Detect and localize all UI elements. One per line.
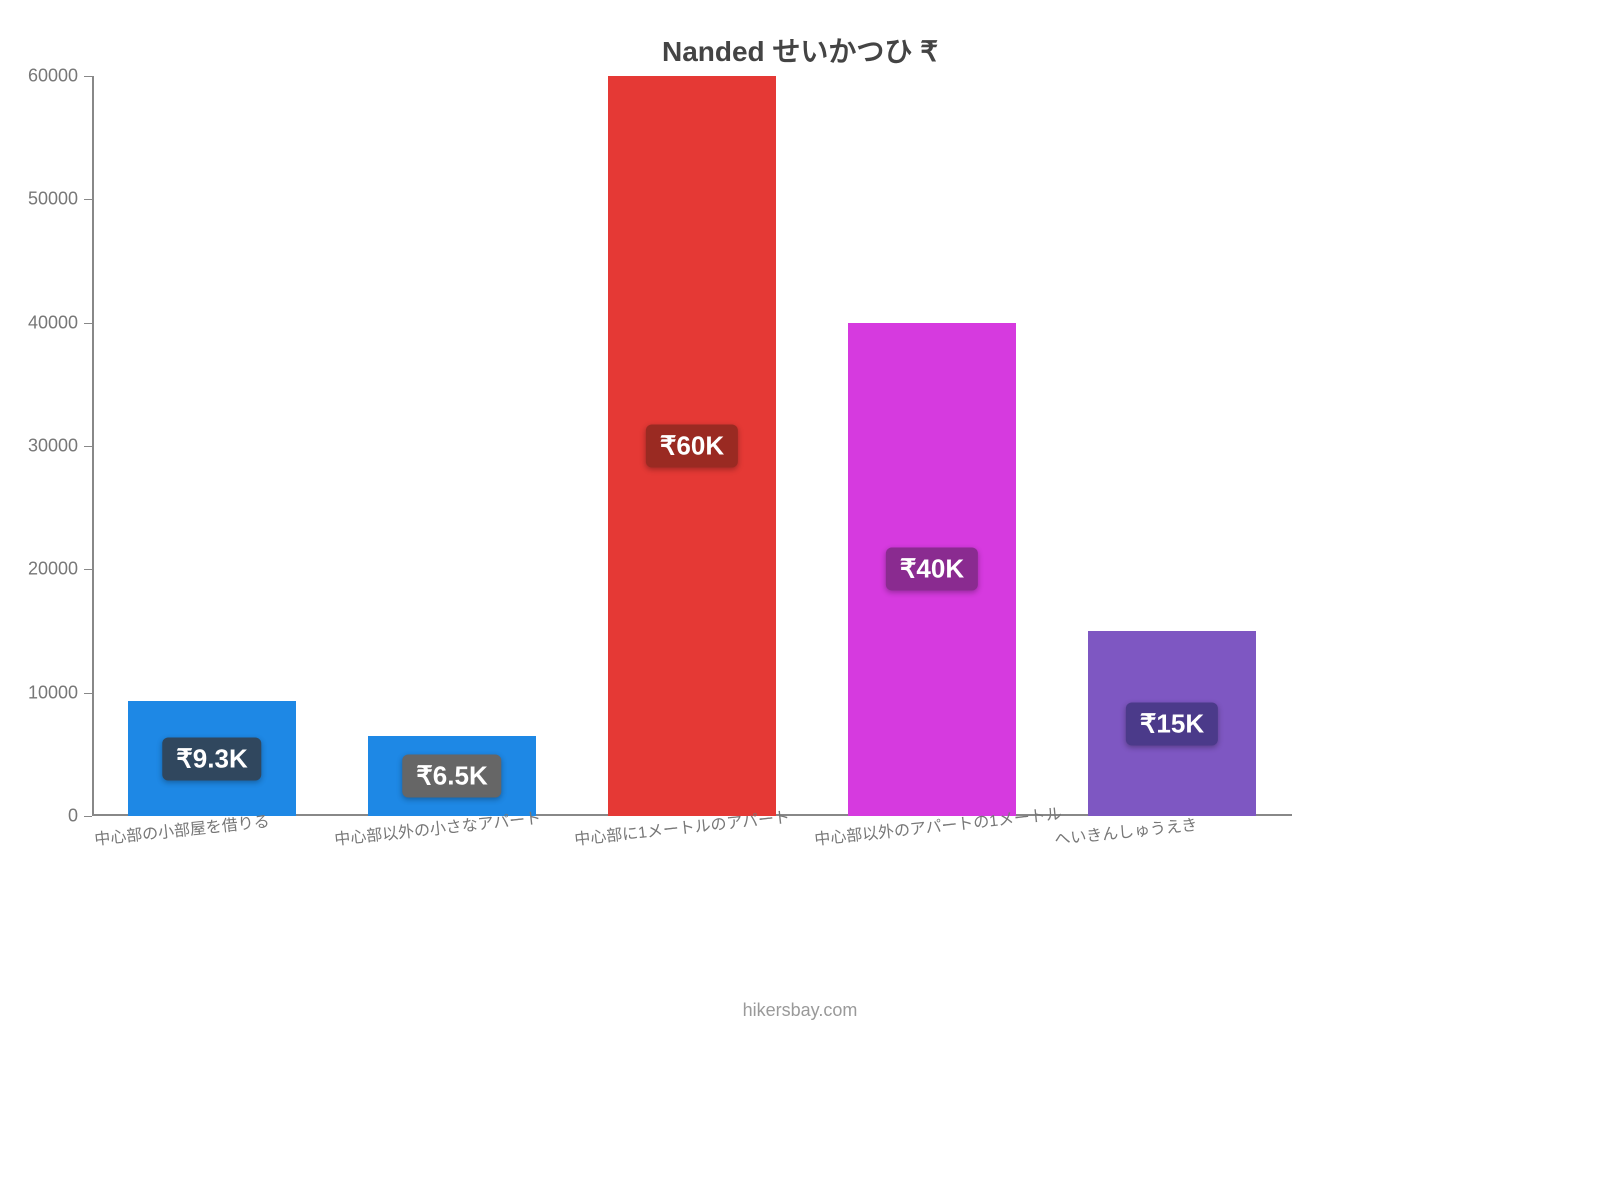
bar-value-badge: ₹6.5K	[402, 754, 501, 797]
chart-title: Nanded せいかつひ ₹	[0, 0, 1600, 70]
bar: ₹15K	[1088, 631, 1256, 816]
bar-value-badge: ₹40K	[886, 548, 978, 591]
y-tick-label: 30000	[28, 436, 92, 457]
y-tick-label: 10000	[28, 682, 92, 703]
bar-value-badge: ₹9.3K	[162, 737, 261, 780]
bar: ₹40K	[848, 323, 1016, 816]
x-tick-label: へいきんしゅうえき	[1052, 801, 1198, 850]
bar: ₹9.3K	[128, 701, 296, 816]
y-tick-label: 50000	[28, 189, 92, 210]
footer-attribution: hikersbay.com	[0, 1000, 1600, 1021]
bar-value-badge: ₹15K	[1126, 702, 1218, 745]
y-tick-label: 20000	[28, 559, 92, 580]
y-tick-label: 40000	[28, 312, 92, 333]
plot-area: 0100002000030000400005000060000₹9.3K中心部の…	[92, 76, 1292, 816]
y-axis-line	[92, 76, 94, 816]
y-tick-label: 0	[68, 806, 92, 827]
bar: ₹60K	[608, 76, 776, 816]
bar-value-badge: ₹60K	[646, 425, 738, 468]
y-tick-label: 60000	[28, 66, 92, 87]
